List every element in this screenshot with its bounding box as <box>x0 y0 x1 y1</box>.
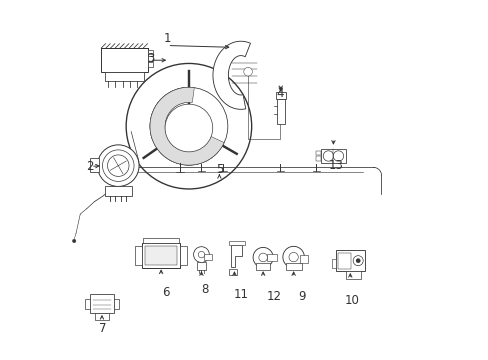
FancyBboxPatch shape <box>300 255 307 263</box>
FancyBboxPatch shape <box>85 299 90 309</box>
Circle shape <box>333 151 343 161</box>
Circle shape <box>193 247 209 262</box>
Circle shape <box>165 104 212 152</box>
FancyBboxPatch shape <box>147 50 153 54</box>
Circle shape <box>102 150 134 181</box>
Text: 12: 12 <box>266 290 281 303</box>
FancyBboxPatch shape <box>135 246 142 265</box>
FancyBboxPatch shape <box>275 92 285 99</box>
Circle shape <box>323 151 333 161</box>
FancyBboxPatch shape <box>104 72 144 81</box>
FancyBboxPatch shape <box>316 150 320 155</box>
Circle shape <box>72 239 76 243</box>
FancyBboxPatch shape <box>316 156 320 161</box>
FancyBboxPatch shape <box>331 259 335 268</box>
Polygon shape <box>150 87 224 165</box>
FancyBboxPatch shape <box>90 294 113 313</box>
FancyBboxPatch shape <box>113 299 119 309</box>
Text: 5: 5 <box>215 163 223 176</box>
Circle shape <box>253 247 273 267</box>
FancyBboxPatch shape <box>228 241 244 245</box>
Text: 13: 13 <box>328 159 343 172</box>
Text: 9: 9 <box>298 290 305 303</box>
FancyBboxPatch shape <box>147 62 153 67</box>
Circle shape <box>355 258 360 263</box>
FancyBboxPatch shape <box>101 48 147 72</box>
Circle shape <box>352 256 363 266</box>
FancyBboxPatch shape <box>94 313 109 320</box>
Circle shape <box>282 246 304 268</box>
FancyBboxPatch shape <box>266 253 276 261</box>
Circle shape <box>288 252 298 262</box>
Polygon shape <box>160 142 217 165</box>
FancyBboxPatch shape <box>143 238 179 243</box>
Circle shape <box>107 155 129 176</box>
Circle shape <box>126 63 251 189</box>
Circle shape <box>177 115 200 138</box>
Circle shape <box>198 251 204 258</box>
FancyBboxPatch shape <box>346 271 360 279</box>
FancyBboxPatch shape <box>142 243 180 268</box>
Text: 11: 11 <box>233 288 248 301</box>
Text: 2: 2 <box>86 160 93 173</box>
Text: 4: 4 <box>276 87 284 100</box>
Polygon shape <box>213 41 250 109</box>
FancyBboxPatch shape <box>335 250 364 271</box>
FancyBboxPatch shape <box>228 269 237 275</box>
FancyBboxPatch shape <box>203 254 211 260</box>
FancyBboxPatch shape <box>197 262 205 270</box>
Text: 3: 3 <box>147 51 155 64</box>
FancyBboxPatch shape <box>89 158 99 172</box>
FancyBboxPatch shape <box>180 246 187 265</box>
Text: 7: 7 <box>99 322 106 335</box>
FancyBboxPatch shape <box>147 56 153 61</box>
FancyBboxPatch shape <box>320 149 346 163</box>
Text: 10: 10 <box>344 294 359 307</box>
Text: 1: 1 <box>163 32 171 45</box>
FancyBboxPatch shape <box>255 263 270 270</box>
Circle shape <box>97 145 139 186</box>
Text: 6: 6 <box>162 287 169 300</box>
Polygon shape <box>150 87 186 143</box>
Text: 8: 8 <box>201 283 208 296</box>
FancyBboxPatch shape <box>276 99 284 125</box>
FancyBboxPatch shape <box>337 253 351 269</box>
Circle shape <box>244 67 252 76</box>
Polygon shape <box>230 244 241 267</box>
FancyBboxPatch shape <box>104 186 132 196</box>
Circle shape <box>258 253 267 262</box>
FancyBboxPatch shape <box>285 263 301 270</box>
FancyBboxPatch shape <box>145 246 177 265</box>
